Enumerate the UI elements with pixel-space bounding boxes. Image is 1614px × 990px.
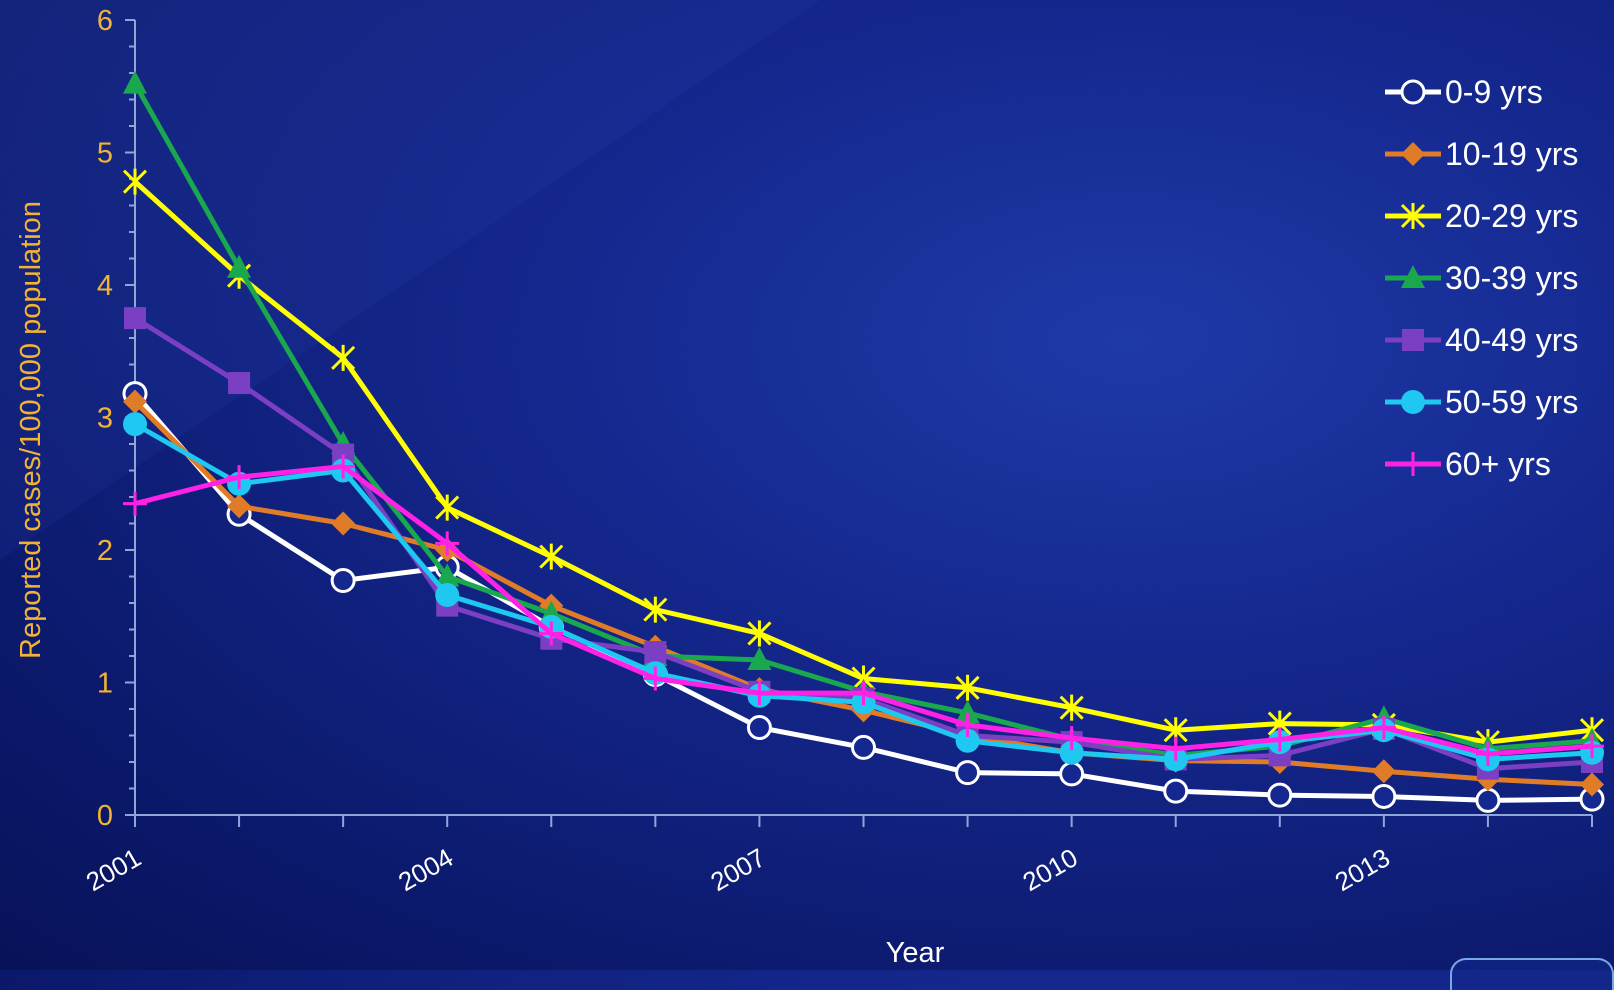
data-point xyxy=(1163,736,1188,761)
data-point xyxy=(1475,742,1500,767)
legend-label: 60+ yrs xyxy=(1445,446,1551,482)
data-point xyxy=(123,389,147,414)
data-point xyxy=(1475,787,1501,813)
data-point xyxy=(643,666,668,691)
data-point xyxy=(122,168,148,195)
legend-marker xyxy=(1402,329,1424,351)
data-point xyxy=(644,641,667,664)
x-tick-label: 2010 xyxy=(1018,842,1083,897)
data-point xyxy=(331,511,356,536)
data-point xyxy=(331,454,356,479)
data-point xyxy=(955,712,980,737)
legend-item: 60+ yrs xyxy=(1385,446,1551,482)
x-tick-label: 2013 xyxy=(1330,842,1395,897)
data-point xyxy=(1371,783,1397,809)
legend-item: 10-19 yrs xyxy=(1385,136,1578,172)
y-tick-label: 6 xyxy=(97,5,113,37)
data-point xyxy=(851,734,876,760)
y-tick-label: 4 xyxy=(97,270,113,302)
data-point xyxy=(227,254,252,278)
data-point xyxy=(539,543,564,570)
y-tick-label: 1 xyxy=(97,668,113,700)
legend-marker xyxy=(1401,452,1425,476)
x-tick-label: 2001 xyxy=(81,842,146,897)
data-point xyxy=(227,465,252,490)
data-point xyxy=(1371,759,1396,784)
data-point xyxy=(955,728,980,753)
data-point xyxy=(1059,740,1084,765)
data-point xyxy=(1267,782,1293,808)
data-point xyxy=(435,563,460,587)
legend-label: 40-49 yrs xyxy=(1445,322,1578,358)
data-point xyxy=(747,620,772,647)
y-axis-label: Reported cases/100,000 population xyxy=(15,201,47,659)
data-point xyxy=(123,412,147,437)
data-point xyxy=(746,715,772,741)
data-point xyxy=(955,674,980,701)
legend-item: 20-29 yrs xyxy=(1385,198,1578,234)
data-point xyxy=(228,372,251,395)
data-point xyxy=(331,344,356,371)
legend-marker xyxy=(1401,390,1425,414)
legend-marker xyxy=(1401,142,1425,166)
x-axis-label: Year xyxy=(886,937,945,969)
data-point xyxy=(1059,726,1084,751)
data-point xyxy=(124,307,146,330)
series-20-29-yrs xyxy=(122,168,1605,756)
data-point xyxy=(955,699,980,723)
data-point xyxy=(435,494,460,521)
series-line xyxy=(132,82,1593,758)
legend-label: 50-59 yrs xyxy=(1445,384,1578,420)
data-point xyxy=(1580,772,1604,797)
legend-label: 20-29 yrs xyxy=(1445,198,1578,234)
legend-item: 40-49 yrs xyxy=(1385,322,1578,358)
series-layer xyxy=(122,70,1605,813)
data-point xyxy=(1059,761,1085,787)
legend-item: 50-59 yrs xyxy=(1385,384,1578,420)
y-tick-label: 3 xyxy=(97,403,113,435)
series-60-yrs xyxy=(123,454,1604,767)
data-point xyxy=(1580,734,1604,759)
x-tick-label: 2004 xyxy=(393,842,458,897)
y-tick-label: 2 xyxy=(97,535,113,567)
data-point xyxy=(643,596,668,623)
legend-marker xyxy=(1400,203,1426,229)
data-point xyxy=(1267,727,1292,752)
data-point xyxy=(435,531,460,556)
data-point xyxy=(747,646,772,670)
data-point xyxy=(1163,778,1189,804)
data-point xyxy=(955,760,981,786)
data-point xyxy=(123,70,147,94)
legend-item: 30-39 yrs xyxy=(1385,260,1578,296)
data-point xyxy=(539,621,564,646)
corner-logo-badge xyxy=(1450,958,1614,990)
axes: 0 1 2 3 4 5 6 2001 2004 2007 2010 2013 xyxy=(81,5,1593,897)
x-tick-label: 2007 xyxy=(705,842,770,897)
data-point xyxy=(123,491,147,516)
data-point xyxy=(1371,715,1396,740)
data-point xyxy=(1059,694,1084,721)
data-point xyxy=(851,681,876,706)
legend-marker xyxy=(1401,265,1425,288)
legend-label: 0-9 yrs xyxy=(1445,74,1543,110)
data-point xyxy=(435,583,460,608)
data-point xyxy=(747,681,772,706)
legend: 0-9 yrs 10-19 yrs 20-29 yrs 30-39 yrs 40-49 … xyxy=(1385,74,1578,482)
legend-marker xyxy=(1400,79,1426,105)
legend-label: 10-19 yrs xyxy=(1445,136,1578,172)
series-30-39-yrs xyxy=(123,70,1604,766)
y-tick-label: 5 xyxy=(97,138,113,170)
legend-label: 30-39 yrs xyxy=(1445,260,1578,296)
data-point xyxy=(227,494,252,519)
data-point xyxy=(330,567,356,593)
y-tick-label: 0 xyxy=(97,800,113,832)
legend-item: 0-9 yrs xyxy=(1385,74,1543,110)
line-chart: 0 1 2 3 4 5 6 2001 2004 2007 2010 2013 0-9 yrs 10-19… xyxy=(15,5,1605,969)
